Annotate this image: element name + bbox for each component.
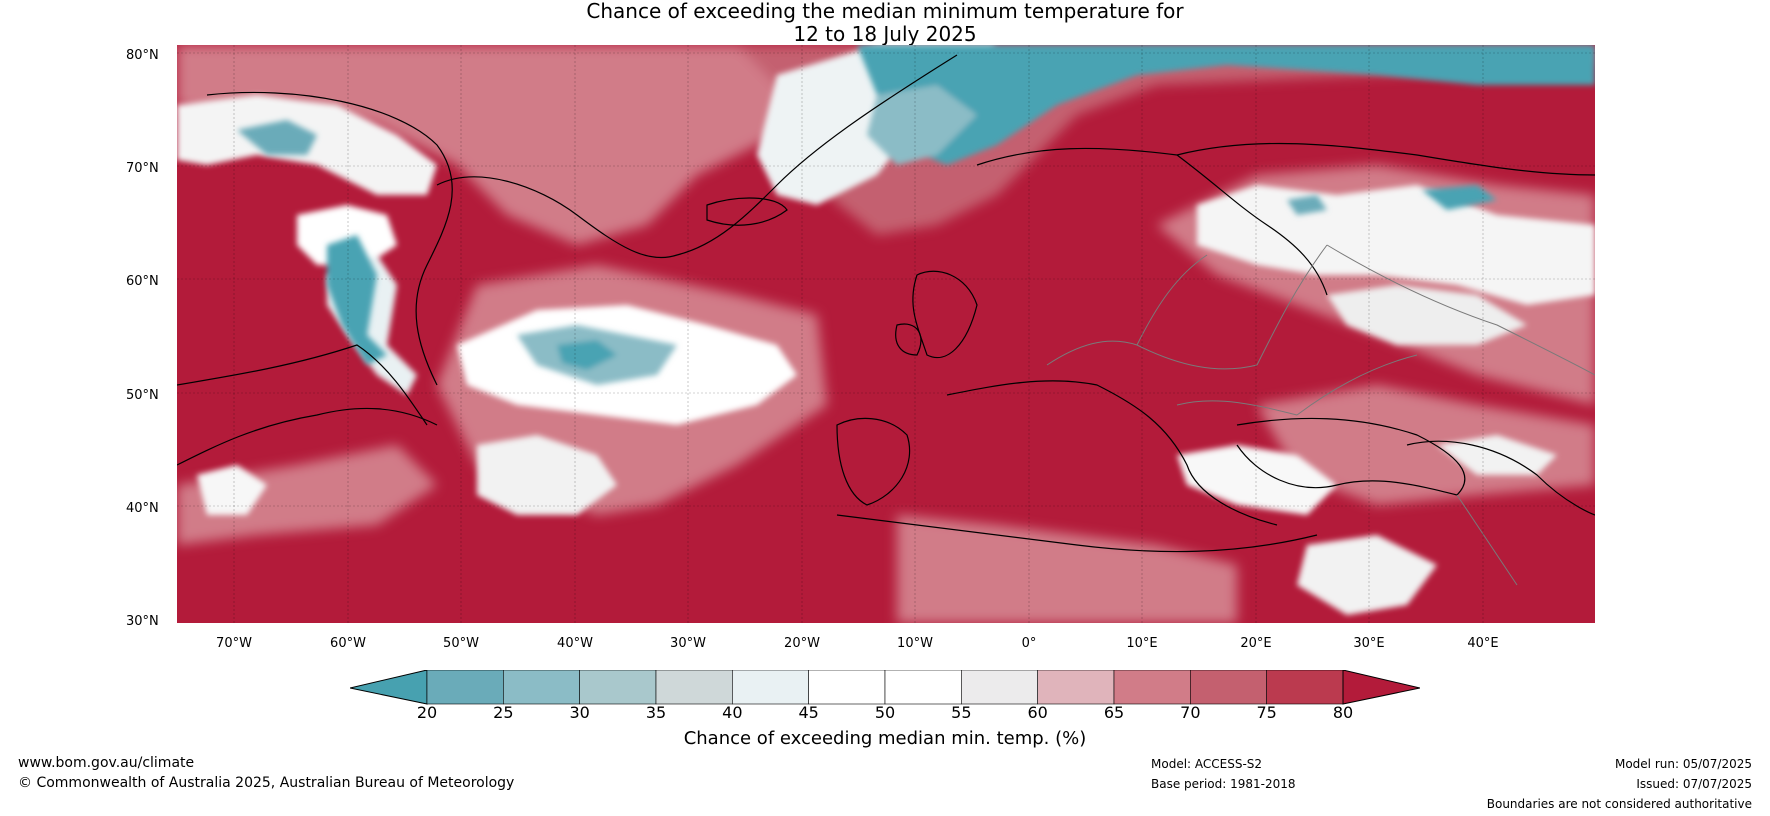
colorbar-low-extend (350, 670, 428, 705)
colorbar-tick-label: 20 (416, 703, 438, 722)
colorbar-tick-label: 70 (1180, 703, 1201, 722)
colorbar (350, 670, 1420, 705)
below-median-areas (237, 45, 1595, 385)
colorbar-segment (655, 670, 733, 705)
colorbar-tick-label: 60 (1027, 703, 1048, 722)
lon-label-70w: 70°W (216, 636, 252, 651)
footer-website: www.bom.gov.au/climate (18, 755, 195, 771)
lon-label-10w: 10°W (897, 636, 933, 651)
lon-label-40w: 40°W (557, 636, 593, 651)
colorbar-tick-label: 50 (874, 703, 896, 722)
title-line-1: Chance of exceeding the median minimum t… (586, 0, 1184, 23)
lon-label-40e: 40°E (1467, 636, 1499, 651)
colorbar-segment (808, 670, 886, 705)
colorbar-tick-label: 30 (569, 703, 590, 722)
footer-copyright: © Commonwealth of Australia 2025, Austra… (18, 775, 515, 791)
title-line-2: 12 to 18 July 2025 (793, 22, 977, 46)
lat-label-60n: 60°N (126, 274, 159, 289)
country-borders (1046, 244, 1595, 586)
lon-label-20e: 20°E (1240, 636, 1272, 651)
lon-label-60w: 60°W (330, 636, 366, 651)
colorbar-segment (426, 670, 504, 705)
colorbar-segment (961, 670, 1038, 705)
footer-model: Model: ACCESS-S2 (1151, 757, 1263, 771)
lon-label-10e: 10°E (1126, 636, 1158, 651)
footer-base-period: Base period: 1981-2018 (1151, 777, 1296, 791)
probability-map (177, 45, 1595, 623)
colorbar-segment (1266, 670, 1344, 705)
colorbar-segment (1037, 670, 1115, 705)
colorbar-tick-label: 55 (951, 703, 972, 722)
colorbar-segments (426, 670, 1344, 705)
colorbar-segment (1113, 670, 1191, 705)
colorbar-segment (732, 670, 809, 705)
footer-disclaimer: Boundaries are not considered authoritat… (1486, 797, 1752, 811)
colorbar-tick-label: 80 (1332, 703, 1354, 722)
colorbar-tick-label: 35 (645, 703, 667, 722)
map-title: Chance of exceeding the median minimum t… (0, 0, 1770, 46)
lon-label-20w: 20°W (784, 636, 820, 651)
lon-label-0: 0° (1021, 636, 1037, 651)
colorbar-segment (579, 670, 657, 705)
lat-label-50n: 50°N (126, 388, 159, 403)
colorbar-tick-label: 45 (798, 703, 819, 722)
footer-model-run: Model run: 05/07/2025 (1614, 757, 1752, 771)
colorbar-segment (1190, 670, 1267, 705)
colorbar-tick-label: 25 (493, 703, 514, 722)
graticule (177, 45, 1595, 623)
colorbar-segment (503, 670, 580, 705)
footer-issued: Issued: 07/07/2025 (1636, 777, 1752, 791)
lon-label-50w: 50°W (443, 636, 479, 651)
coastlines (177, 54, 1595, 553)
lon-label-30w: 30°W (670, 636, 706, 651)
lat-label-80n: 80°N (126, 48, 159, 63)
lat-label-30n: 30°N (126, 614, 159, 629)
lon-label-30e: 30°E (1353, 636, 1385, 651)
colorbar-label: Chance of exceeding median min. temp. (%… (683, 728, 1087, 749)
colorbar-high-extend (1342, 670, 1420, 705)
colorbar-tick-label: 75 (1256, 703, 1277, 722)
lat-label-70n: 70°N (126, 161, 159, 176)
colorbar-tick-label: 40 (722, 703, 743, 722)
colorbar-segment (884, 670, 962, 705)
lat-label-40n: 40°N (126, 501, 159, 516)
colorbar-tick-label: 65 (1103, 703, 1125, 722)
